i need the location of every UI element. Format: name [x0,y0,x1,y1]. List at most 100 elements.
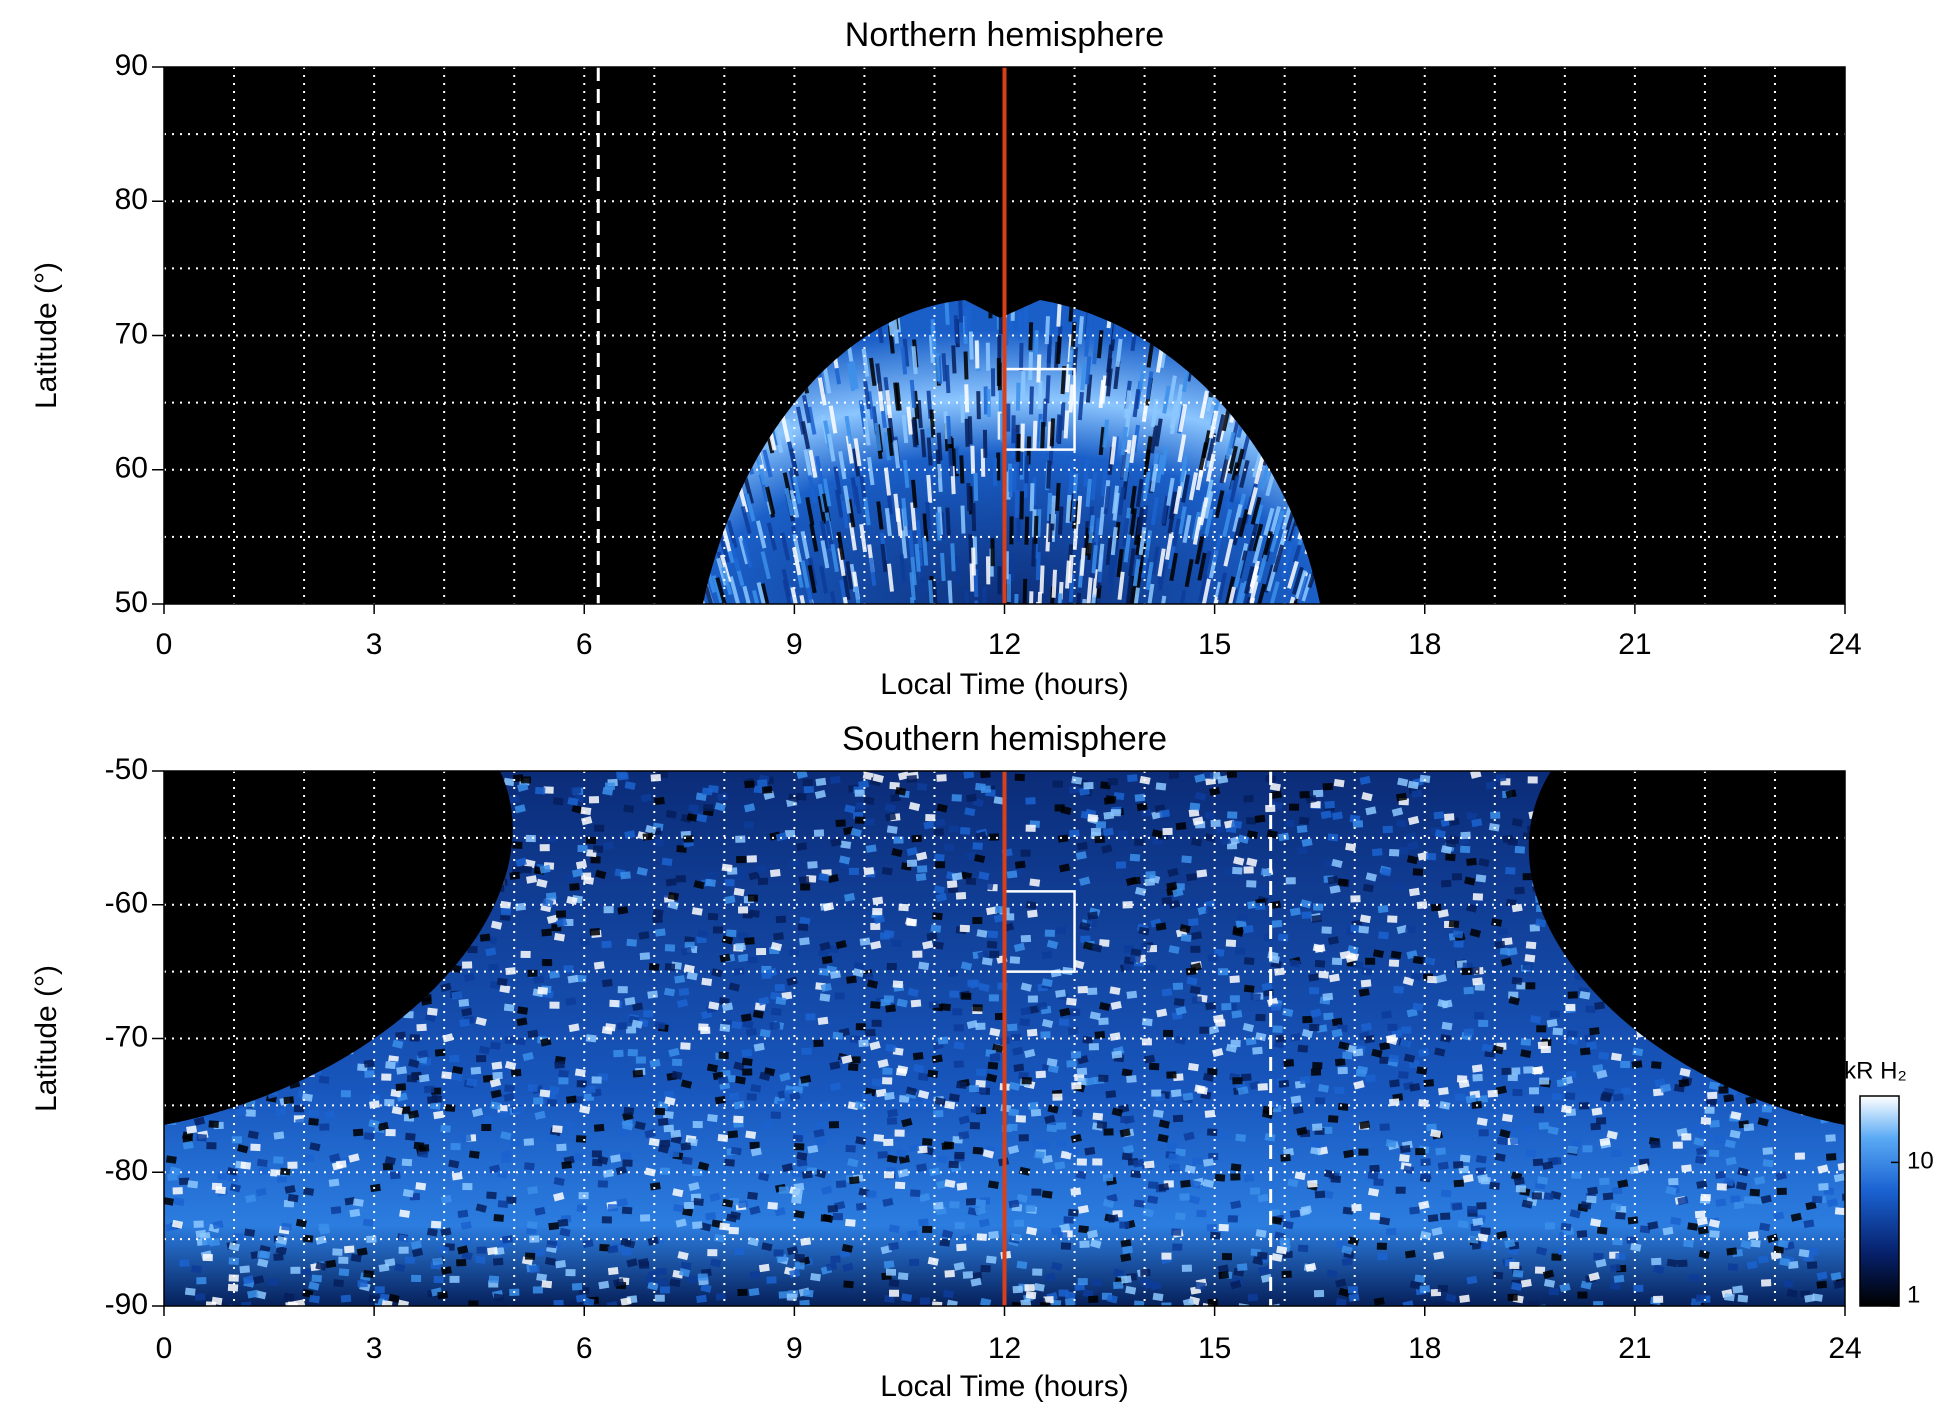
emission-cell [616,1021,628,1031]
emission-cell [449,1275,460,1283]
emission-cell [733,887,745,897]
emission-cell [460,1133,472,1143]
emission-cell [898,1155,910,1164]
emission-cell [830,543,839,573]
emission-cell [1350,924,1361,933]
y-tick-label: 70 [115,317,148,350]
emission-cell [835,940,847,950]
emission-cell [1133,1199,1145,1208]
emission-cell [382,1162,394,1171]
emission-cell [738,906,749,914]
emission-cell [598,1280,610,1290]
emission-cell [433,1275,444,1284]
emission-cell [784,487,795,517]
emission-cell [500,907,512,916]
emission-cell [1335,1298,1347,1306]
emission-cell [440,982,452,992]
emission-cell [603,906,614,914]
x-tick-label: 0 [156,628,173,661]
emission-cell [700,1222,712,1232]
emission-cell [594,869,607,880]
emission-cell [792,547,802,576]
emission-cell [990,368,996,397]
emission-cell [1024,455,1030,484]
emission-cell [1289,803,1300,811]
emission-cell [1598,1051,1609,1060]
emission-cell [577,844,588,853]
emission-cell [1373,1178,1384,1186]
emission-cell [948,1160,959,1169]
emission-cell [1159,809,1171,818]
emission-cell [1317,1084,1330,1093]
emission-cell [409,1034,420,1042]
emission-cell [504,1084,515,1093]
emission-cell [193,1220,204,1228]
emission-cell [1056,335,1062,364]
emission-cell [1412,955,1424,965]
emission-cell [293,1104,305,1113]
emission-cell [1327,1115,1339,1123]
emission-cell [1523,1066,1534,1074]
emission-cell [1494,940,1506,949]
emission-cell [659,1167,670,1175]
emission-cell [253,1275,265,1285]
emission-cell [1014,489,1020,518]
emission-cell [496,977,508,987]
emission-cell [398,1234,410,1244]
emission-cell [502,1235,513,1244]
emission-cell [966,851,978,861]
emission-cell [563,965,574,973]
emission-cell [1209,786,1221,796]
emission-cell [815,777,827,787]
emission-cell [1145,561,1154,591]
emission-cell [451,1172,463,1181]
emission-cell [989,950,1000,958]
emission-cell [369,1100,380,1109]
emission-cell [803,449,813,478]
emission-cell [992,458,998,487]
emission-cell [1014,773,1025,782]
emission-cell [773,424,784,454]
emission-cell [1487,1089,1499,1098]
emission-cell [512,841,523,849]
emission-cell [1475,1167,1486,1175]
emission-cell [954,1222,965,1230]
emission-cell [1122,901,1133,909]
emission-cell [500,1131,512,1141]
emission-cell [913,1063,925,1073]
emission-cell [747,956,758,964]
emission-cell [616,1198,628,1207]
emission-cell [1379,1056,1390,1065]
emission-cell [1615,1252,1626,1261]
emission-cell [974,340,980,369]
emission-cell [1471,1064,1483,1073]
emission-cell [1087,911,1099,920]
emission-cell [997,334,1002,363]
emission-cell [948,825,959,833]
emission-cell [1537,1176,1549,1185]
emission-cell [490,1101,502,1110]
emission-cell [686,1274,698,1284]
emission-cell [1027,995,1038,1003]
emission-cell [817,1016,829,1026]
emission-cell [955,445,961,474]
emission-cell [402,1188,414,1198]
emission-cell [910,999,922,1008]
emission-cell [553,932,566,942]
emission-cell [1314,959,1326,968]
emission-cell [417,1049,429,1059]
emission-cell [1427,1214,1439,1223]
emission-cell [793,1182,805,1192]
emission-cell [1589,1027,1600,1036]
emission-cell [1732,1285,1744,1294]
emission-cell [1396,924,1408,935]
emission-cell [535,786,546,795]
emission-cell [1181,855,1192,864]
emission-cell [892,980,904,989]
emission-cell [1102,827,1114,837]
emission-cell [664,944,676,952]
emission-cell [892,315,899,344]
emission-cell [308,1281,320,1291]
emission-cell [900,346,908,375]
emission-cell [922,1138,933,1146]
